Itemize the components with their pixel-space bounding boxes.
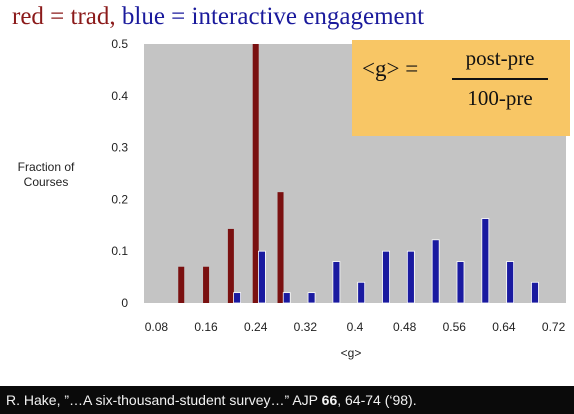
x-tick-label: 0.64 bbox=[492, 320, 516, 334]
bar-interactive bbox=[258, 250, 266, 304]
bar-interactive bbox=[332, 261, 341, 304]
formula-denominator: 100-pre bbox=[467, 86, 533, 110]
x-tick-label: 0.08 bbox=[145, 320, 169, 334]
citation-pages: , 64-74 (‘98). bbox=[337, 392, 417, 408]
bar-interactive bbox=[431, 239, 440, 304]
x-tick-label: 0.32 bbox=[294, 320, 318, 334]
formula-numerator: post-pre bbox=[465, 46, 535, 70]
bar-interactive bbox=[357, 281, 366, 304]
y-tick-label: 0.1 bbox=[111, 244, 128, 258]
formula-fraction-bar bbox=[452, 78, 548, 80]
y-tick-label: 0.2 bbox=[111, 192, 128, 206]
bar-trad bbox=[178, 266, 185, 303]
citation-footer: R. Hake, ”…A six-thousand-student survey… bbox=[0, 386, 574, 414]
y-axis-label: Fraction of Courses bbox=[17, 160, 75, 189]
x-tick-label: 0.72 bbox=[542, 320, 566, 334]
gain-formula-box: <g> = post-pre 100-pre bbox=[352, 40, 570, 136]
bar-interactive bbox=[233, 292, 241, 304]
y-tick-label: 0.4 bbox=[111, 89, 128, 103]
chart-title: red = trad, blue = interactive engagemen… bbox=[12, 2, 424, 32]
title-trad-legend: red = trad, bbox=[12, 3, 116, 30]
bar-interactive bbox=[382, 250, 390, 304]
y-tick-label: 0.3 bbox=[111, 141, 128, 155]
x-tick-label: 0.4 bbox=[347, 320, 364, 334]
x-tick-label: 0.16 bbox=[194, 320, 218, 334]
bar-interactive bbox=[307, 292, 316, 304]
x-axis-label: <g> bbox=[341, 346, 362, 360]
bar-trad bbox=[252, 44, 259, 303]
bar-interactive bbox=[506, 261, 515, 304]
bar-interactive bbox=[406, 250, 415, 304]
formula-lhs: <g> = bbox=[362, 56, 419, 81]
y-tick-label: 0.5 bbox=[111, 37, 128, 51]
bar-trad bbox=[227, 228, 234, 303]
citation-volume: 66 bbox=[321, 392, 338, 408]
bar-interactive bbox=[531, 281, 539, 304]
y-tick-label: 0 bbox=[121, 296, 128, 310]
bar-trad bbox=[203, 266, 210, 303]
x-tick-label: 0.56 bbox=[443, 320, 467, 334]
x-tick-label: 0.24 bbox=[244, 320, 268, 334]
y-ticks: 0 0.1 0.2 0.3 0.4 0.5 bbox=[111, 37, 128, 310]
bars-layer bbox=[178, 44, 539, 304]
bar-interactive bbox=[481, 218, 490, 304]
bar-interactive bbox=[282, 292, 291, 304]
x-ticks: 0.08 0.16 0.24 0.32 0.4 0.48 0.56 0.64 0.72 bbox=[145, 320, 566, 334]
x-tick-label: 0.48 bbox=[393, 320, 417, 334]
citation-text: R. Hake, ”…A six-thousand-student survey… bbox=[6, 392, 322, 408]
title-interactive-legend: blue = interactive engagement bbox=[121, 3, 425, 30]
bar-trad bbox=[277, 192, 284, 303]
bar-interactive bbox=[456, 261, 465, 304]
